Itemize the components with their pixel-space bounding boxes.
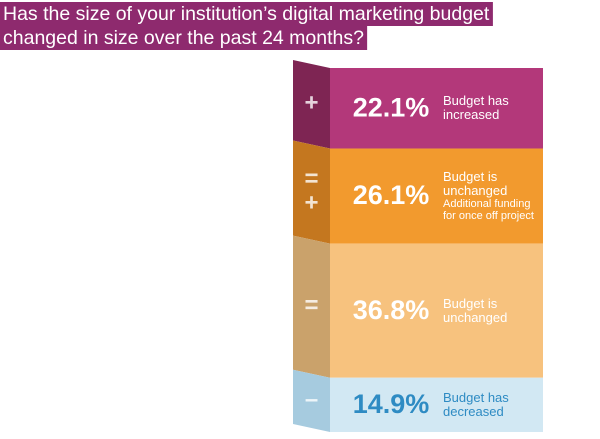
label-box: Budget has increased (443, 68, 541, 149)
chart-title: changed in size over the past 24 months? (3, 27, 364, 49)
side-segment (293, 235, 330, 378)
bar-segment (330, 148, 543, 244)
bar-segment (330, 243, 543, 378)
segment-symbol: = (304, 292, 318, 319)
value-label: 14.9% (353, 389, 430, 419)
category-label: Budget has increased (443, 93, 509, 123)
value-label: 22.1% (353, 92, 430, 122)
label-box: Budget has decreased (443, 378, 541, 432)
segment-symbol: + (304, 189, 318, 216)
side-segment (293, 140, 330, 244)
segment-symbol: = (304, 165, 318, 192)
value-label: 26.1% (353, 180, 430, 210)
title-background (0, 26, 368, 50)
chart-title: Has the size of your institution’s digit… (3, 3, 490, 25)
label-wrap: Budget has increased (443, 68, 541, 149)
title-background (0, 2, 493, 26)
segment-symbol: + (304, 90, 318, 117)
value-label: 36.8% (353, 295, 430, 325)
side-segment (293, 369, 330, 432)
category-label: Budget is unchanged (443, 169, 508, 199)
side-segment (293, 60, 330, 149)
bar-segment (330, 68, 543, 149)
segment-symbol: – (305, 386, 318, 413)
bar-segment (330, 377, 543, 432)
label-box: Budget is unchanged (443, 244, 541, 378)
category-label: Budget has decreased (443, 389, 509, 419)
label-wrap: Budget is unchanged (443, 244, 541, 378)
category-detail: Additional funding for once off project (443, 198, 534, 223)
category-label: Budget is unchanged (443, 295, 508, 325)
label-wrap: Budget is unchanged Additional funding fo… (443, 149, 541, 244)
label-wrap: Budget has decreased (443, 378, 541, 432)
